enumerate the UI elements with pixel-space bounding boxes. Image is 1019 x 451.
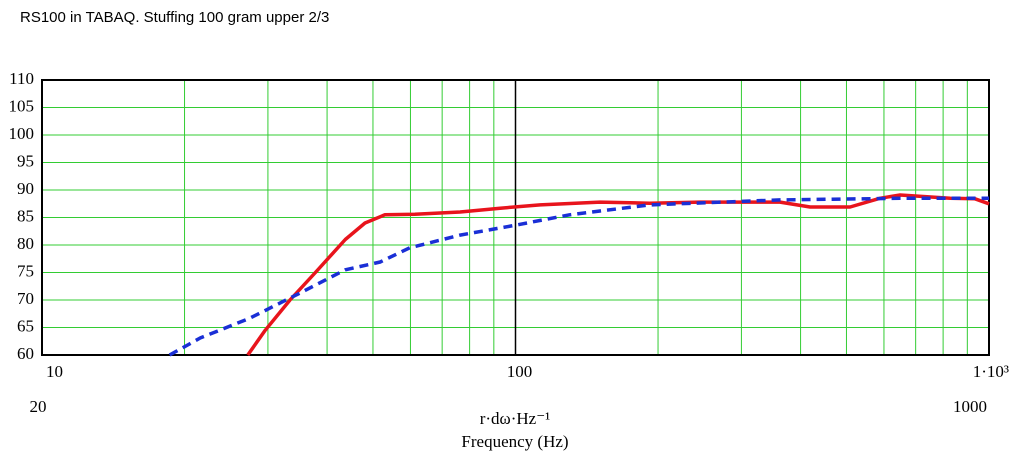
- chart-title: RS100 in TABAQ. Stuffing 100 gram upper …: [20, 9, 329, 26]
- y-tick-label: 110: [9, 69, 34, 88]
- x-tick-label: 1·10³: [973, 362, 1009, 381]
- plot-frame: [41, 79, 990, 356]
- y-tick-label: 60: [17, 344, 34, 363]
- x-tick-label: 100: [507, 362, 533, 381]
- x-tick-label: 10: [46, 362, 63, 381]
- y-tick-label: 80: [17, 234, 34, 253]
- x-unit-label: r·dω·Hz⁻¹: [480, 409, 551, 428]
- x-axis-label: Frequency (Hz): [461, 432, 568, 451]
- y-tick-label: 65: [17, 316, 34, 335]
- series-line: [246, 193, 990, 357]
- y-tick-label: 100: [9, 124, 35, 143]
- y-tick-label: 105: [9, 96, 35, 115]
- range-label: 20: [30, 397, 47, 416]
- y-tick-label: 75: [17, 261, 34, 280]
- range-label: 1000: [953, 397, 987, 416]
- series-line: [168, 196, 989, 357]
- y-tick-label: 95: [17, 151, 34, 170]
- y-tick-label: 70: [17, 289, 34, 308]
- y-tick-label: 90: [17, 179, 34, 198]
- y-tick-label: 85: [17, 206, 34, 225]
